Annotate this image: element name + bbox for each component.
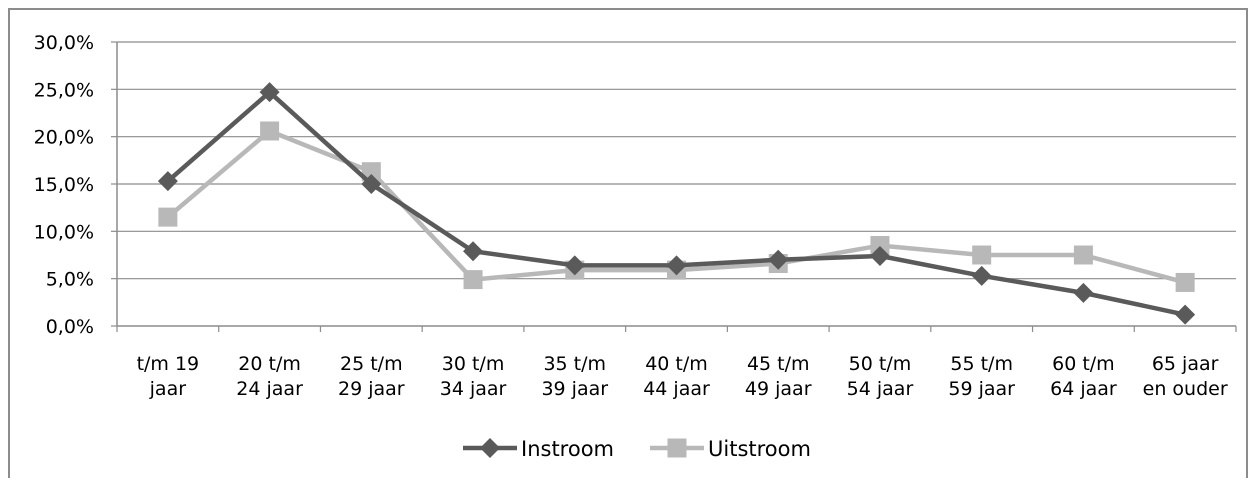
series: [157, 82, 1196, 325]
data-point: [666, 255, 687, 276]
data-point: [260, 121, 280, 141]
data-point: [1073, 245, 1093, 265]
data-point: [870, 236, 890, 256]
x-tick-label: 35 t/m 39 jaar: [541, 353, 608, 400]
x-axis-ticks: t/m 19 jaar 20 t/m 24 jaar 25 t/m 29 jaar 30 t…: [116, 326, 1237, 400]
data-point: [1175, 304, 1196, 325]
y-tick-label: 30,0%: [34, 32, 94, 54]
legend-swatch-marker: [480, 438, 500, 458]
series-instroom: [157, 82, 1196, 325]
data-point: [768, 249, 789, 270]
legend-swatch-marker: [667, 438, 687, 458]
legend[interactable]: Instroom Uitstroom: [463, 437, 811, 461]
x-tick-label: 45 t/m 49 jaar: [745, 353, 812, 400]
legend-item-uitstroom[interactable]: Uitstroom: [650, 437, 811, 461]
data-point: [1175, 272, 1195, 292]
x-tick-label: 25 t/m 29 jaar: [338, 353, 405, 400]
chart-frame: [8, 8, 1248, 478]
x-tick-label: 30 t/m 34 jaar: [440, 353, 507, 400]
y-tick-label: 10,0%: [34, 221, 94, 243]
data-point: [361, 174, 382, 194]
series-line: [166, 89, 1186, 317]
gridlines: [117, 41, 1236, 280]
data-point: [869, 245, 890, 266]
data-point: [463, 270, 483, 290]
x-tick-label: 65 jaar en ouder: [1143, 353, 1228, 400]
legend-label: Uitstroom: [708, 437, 811, 461]
data-point: [158, 207, 178, 227]
data-point: [157, 171, 178, 192]
legend-item-instroom[interactable]: Instroom: [463, 437, 614, 461]
data-point: [972, 245, 992, 265]
x-tick-label: 60 t/m 64 jaar: [1050, 353, 1117, 400]
x-tick-label: 20 t/m 24 jaar: [236, 353, 303, 400]
data-point: [361, 162, 381, 182]
x-tick-label: 40 t/m 44 jaar: [643, 353, 710, 400]
data-point: [1073, 282, 1094, 303]
y-tick-label: 20,0%: [34, 127, 94, 149]
data-point: [971, 265, 992, 286]
x-tick-label: 55 t/m 59 jaar: [948, 353, 1015, 400]
x-tick-label: 50 t/m 54 jaar: [847, 353, 914, 400]
data-point: [564, 255, 585, 276]
x-tick-label: t/m 19 jaar: [137, 353, 200, 400]
data-point: [259, 82, 280, 103]
data-point: [463, 241, 484, 262]
y-tick-label: 25,0%: [34, 79, 94, 101]
y-tick-label: 5,0%: [46, 269, 94, 291]
y-tick-label: 0,0%: [46, 316, 94, 338]
y-tick-label: 15,0%: [34, 174, 94, 196]
y-axis-ticks: 0,0% 5,0% 10,0% 15,0% 20,0% 25,0% 30,0%: [34, 32, 117, 338]
legend-label: Instroom: [521, 437, 614, 461]
